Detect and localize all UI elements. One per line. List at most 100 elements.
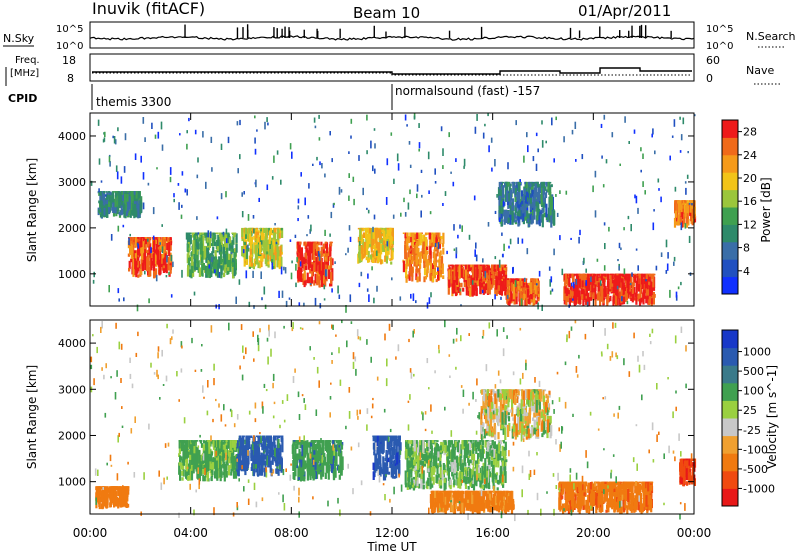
heatmap-speckle — [420, 169, 423, 173]
heatmap-cell — [225, 445, 229, 449]
heatmap-speckle — [549, 279, 551, 287]
heatmap-cell — [187, 440, 190, 449]
heatmap-cell — [522, 292, 526, 301]
heatmap-cell — [263, 227, 266, 233]
heatmap-cell — [255, 231, 258, 239]
heatmap-cell — [187, 475, 190, 481]
heatmap-cell — [480, 264, 483, 271]
heatmap-cell — [500, 200, 503, 206]
heatmap-speckle — [575, 279, 578, 285]
heatmap-speckle — [112, 135, 114, 139]
heatmap-speckle — [518, 198, 520, 205]
heatmap-cell — [538, 194, 541, 202]
heatmap-cell — [316, 244, 319, 252]
heatmap-cell — [276, 461, 279, 474]
heatmap-speckle — [455, 158, 457, 162]
heatmap-cell — [409, 258, 412, 274]
heatmap-cell — [503, 215, 506, 225]
heatmap-speckle — [324, 173, 326, 178]
heatmap-cell — [526, 209, 529, 224]
heatmap-cell — [117, 191, 120, 193]
heatmap-cell — [210, 440, 213, 443]
heatmap-cell — [543, 197, 546, 208]
heatmap-speckle — [227, 136, 230, 144]
heatmap-cell — [441, 263, 444, 275]
heatmap-cell — [537, 293, 540, 298]
heatmap-cell — [205, 441, 208, 449]
heatmap-cell — [393, 449, 396, 455]
heatmap-cell — [415, 255, 418, 266]
heatmap-cell — [650, 273, 653, 277]
heatmap-cell — [127, 191, 130, 193]
heatmap-cell — [101, 486, 104, 496]
heatmap-cell — [508, 285, 512, 293]
heatmap-cell — [439, 250, 442, 256]
freq-line — [92, 67, 692, 75]
heatmap-cell — [296, 270, 300, 279]
heatmap-cell — [329, 244, 332, 257]
heatmap-cell — [429, 246, 432, 259]
heatmap-cell — [277, 240, 280, 245]
heatmap-cell — [409, 232, 412, 241]
heatmap-speckle — [573, 281, 575, 289]
heatmap-cell — [413, 258, 416, 266]
heatmap-cell — [374, 230, 377, 244]
heatmap-speckle — [484, 271, 487, 278]
heatmap-cell — [108, 207, 111, 215]
heatmap-cell — [134, 258, 137, 270]
heatmap-speckle — [358, 155, 360, 161]
heatmap-cell — [388, 471, 391, 475]
heatmap-cell — [314, 256, 317, 263]
heatmap-cell — [190, 252, 193, 257]
heatmap-cell — [277, 439, 280, 449]
heatmap-cell — [126, 210, 129, 214]
heatmap-cell — [568, 295, 571, 304]
heatmap-cell — [489, 440, 492, 442]
heatmap-cell — [526, 289, 530, 298]
heatmap-cell — [331, 455, 334, 470]
heatmap-speckle — [207, 230, 210, 238]
heatmap-cell — [496, 278, 499, 292]
heatmap-cell — [505, 181, 508, 191]
heatmap-cell — [274, 448, 277, 461]
heatmap-cell — [372, 435, 375, 440]
heatmap-cell — [155, 237, 158, 246]
heatmap-speckle — [330, 211, 333, 219]
heatmap-cell — [305, 244, 308, 250]
heatmap-cell — [585, 288, 588, 296]
heatmap-cell — [333, 465, 337, 469]
heatmap-cell — [424, 232, 428, 236]
heatmap-cell — [108, 492, 111, 499]
heatmap-speckle — [241, 192, 243, 197]
heatmap-cell — [227, 442, 230, 449]
heatmap-cell — [501, 440, 504, 442]
heatmap-cell — [327, 440, 330, 453]
heatmap-cell — [292, 463, 296, 470]
heatmap-cell — [204, 444, 207, 456]
heatmap-cell — [118, 213, 122, 218]
heatmap-speckle — [637, 265, 639, 271]
heatmap-cell — [215, 256, 218, 270]
heatmap-speckle — [481, 289, 484, 294]
heatmap-speckle — [245, 270, 248, 279]
heatmap-speckle — [601, 155, 603, 159]
heatmap-cell — [389, 258, 392, 261]
heatmap-cell — [518, 181, 521, 192]
heatmap-cell — [124, 499, 127, 508]
heatmap-cell — [229, 258, 232, 264]
heatmap-cell — [630, 297, 633, 301]
heatmap-cell — [585, 273, 588, 278]
heatmap-cell — [602, 273, 605, 284]
heatmap-cell — [517, 214, 520, 226]
heatmap-cell — [185, 469, 188, 479]
heatmap-speckle — [623, 227, 625, 231]
heatmap-cell — [503, 264, 506, 268]
heatmap-speckle — [658, 188, 660, 191]
heatmap-cell — [259, 227, 262, 230]
heatmap-cell — [631, 273, 634, 276]
heatmap-cell — [530, 282, 533, 295]
heatmap-cell — [265, 242, 268, 251]
heatmap-cell — [110, 196, 113, 201]
heatmap-speckle — [372, 226, 374, 233]
heatmap-cell — [220, 251, 223, 264]
